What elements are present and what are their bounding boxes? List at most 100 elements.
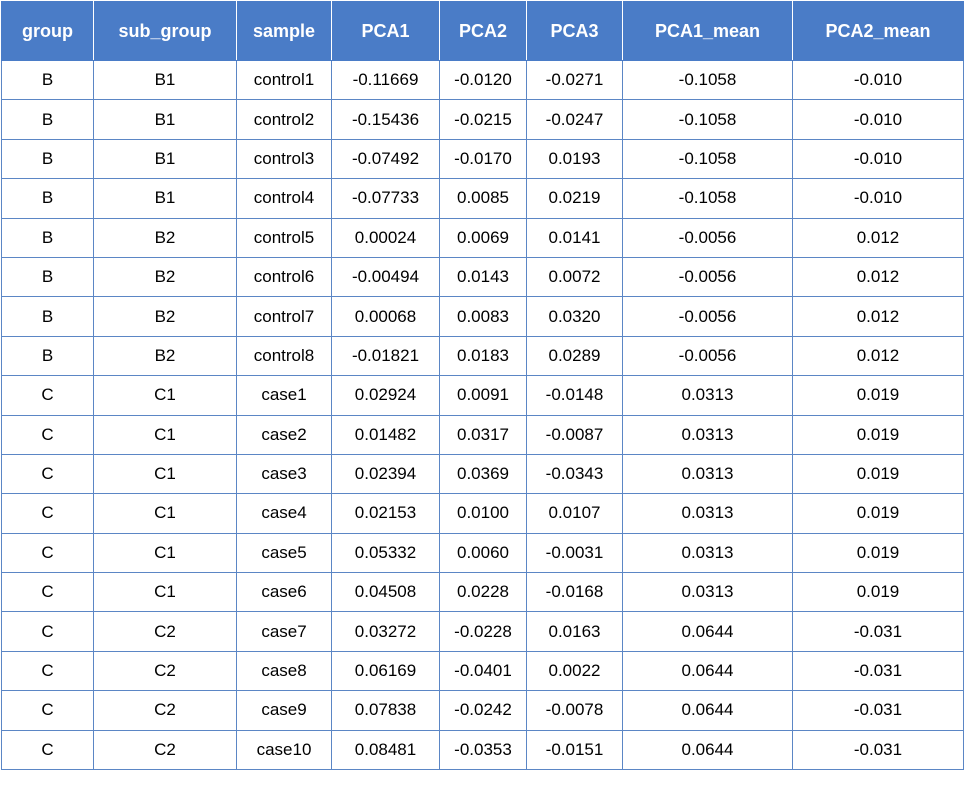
- table-row: C C1 case4 0.02153 0.0100 0.0107 0.0313 0.019: [1, 493, 964, 534]
- cell-group: C: [1, 532, 94, 574]
- table-row: B B2 control5 0.00024 0.0069 0.0141 -0.0056 0.0…: [1, 217, 964, 258]
- cell-pca3: -0.0343: [526, 453, 623, 495]
- cell-sample: control1: [236, 59, 332, 101]
- cell-pca1: 0.08481: [331, 729, 440, 771]
- cell-pca2: -0.0353: [439, 729, 527, 771]
- cell-pca3: -0.0148: [526, 375, 623, 416]
- cell-sample: case7: [236, 611, 332, 652]
- table-row: B B1 control4 -0.07733 0.0085 0.0219 -0.1058 -0…: [1, 178, 964, 219]
- cell-pca2-mean: -0.031: [792, 690, 964, 731]
- cell-pca3: 0.0289: [526, 335, 623, 377]
- cell-sample: case1: [236, 375, 332, 416]
- cell-pca2: 0.0100: [439, 493, 527, 534]
- cell-pca2-mean: -0.010: [792, 59, 964, 101]
- column-header-sample: sample: [236, 1, 332, 61]
- cell-sub-group: C1: [93, 453, 237, 495]
- cell-group: B: [1, 335, 94, 377]
- cell-pca3: 0.0163: [526, 611, 623, 652]
- cell-pca2-mean: 0.019: [792, 375, 964, 416]
- cell-pca2: 0.0085: [439, 178, 527, 219]
- cell-pca1: 0.07838: [331, 690, 440, 731]
- cell-group: C: [1, 650, 94, 692]
- cell-pca1-mean: -0.0056: [622, 256, 793, 298]
- cell-pca1: -0.11669: [331, 59, 440, 101]
- cell-pca2-mean: -0.010: [792, 138, 964, 180]
- cell-pca1: -0.15436: [331, 99, 440, 140]
- cell-sample: case5: [236, 532, 332, 574]
- cell-pca3: -0.0271: [526, 59, 623, 101]
- cell-pca1: 0.01482: [331, 414, 440, 455]
- cell-pca3: 0.0193: [526, 138, 623, 180]
- cell-sub-group: B2: [93, 256, 237, 298]
- cell-sample: case4: [236, 493, 332, 534]
- cell-pca1: -0.01821: [331, 335, 440, 377]
- cell-sample: case8: [236, 650, 332, 692]
- cell-pca2: -0.0170: [439, 138, 527, 180]
- column-header-pca1-mean: PCA1_mean: [622, 1, 793, 61]
- cell-sample: control5: [236, 217, 332, 258]
- cell-sample: case2: [236, 414, 332, 455]
- cell-group: B: [1, 217, 94, 258]
- cell-pca1: 0.05332: [331, 532, 440, 574]
- column-header-pca3: PCA3: [526, 1, 623, 61]
- cell-sub-group: B1: [93, 178, 237, 219]
- cell-pca2: -0.0242: [439, 690, 527, 731]
- cell-sub-group: B2: [93, 335, 237, 377]
- cell-group: C: [1, 729, 94, 771]
- table-row: C C1 case5 0.05332 0.0060 -0.0031 0.0313 0.019: [1, 532, 964, 574]
- cell-pca2-mean: -0.010: [792, 178, 964, 219]
- cell-pca1-mean: 0.0313: [622, 453, 793, 495]
- cell-pca1-mean: -0.1058: [622, 138, 793, 180]
- cell-pca2: -0.0401: [439, 650, 527, 692]
- cell-pca2: 0.0228: [439, 572, 527, 613]
- cell-pca2-mean: -0.010: [792, 99, 964, 140]
- cell-pca1: 0.00068: [331, 296, 440, 337]
- cell-group: B: [1, 59, 94, 101]
- table-row: B B2 control7 0.00068 0.0083 0.0320 -0.0056 0.0…: [1, 296, 964, 337]
- cell-pca1-mean: -0.0056: [622, 296, 793, 337]
- cell-sample: case10: [236, 729, 332, 771]
- table-row: C C2 case7 0.03272 -0.0228 0.0163 0.0644 -0.031: [1, 611, 964, 652]
- cell-pca2-mean: -0.031: [792, 650, 964, 692]
- column-header-pca1: PCA1: [331, 1, 440, 61]
- cell-sub-group: C1: [93, 375, 237, 416]
- cell-pca2-mean: 0.019: [792, 414, 964, 455]
- cell-pca1-mean: -0.1058: [622, 178, 793, 219]
- cell-group: C: [1, 690, 94, 731]
- cell-sample: control6: [236, 256, 332, 298]
- cell-pca1-mean: 0.0644: [622, 611, 793, 652]
- cell-pca1: -0.07733: [331, 178, 440, 219]
- table-body: B B1 control1 -0.11669 -0.0120 -0.0271 -0.1058…: [1, 59, 964, 771]
- cell-pca1: 0.00024: [331, 217, 440, 258]
- cell-sub-group: C2: [93, 690, 237, 731]
- cell-group: B: [1, 256, 94, 298]
- cell-group: C: [1, 414, 94, 455]
- cell-group: C: [1, 611, 94, 652]
- cell-sub-group: C1: [93, 414, 237, 455]
- cell-pca3: -0.0247: [526, 99, 623, 140]
- cell-sample: case9: [236, 690, 332, 731]
- cell-sub-group: C1: [93, 493, 237, 534]
- cell-pca2: 0.0369: [439, 453, 527, 495]
- cell-pca2-mean: -0.031: [792, 611, 964, 652]
- cell-pca2: 0.0083: [439, 296, 527, 337]
- cell-group: B: [1, 138, 94, 180]
- cell-group: B: [1, 296, 94, 337]
- cell-pca1-mean: 0.0313: [622, 414, 793, 455]
- cell-pca2-mean: 0.019: [792, 532, 964, 574]
- cell-pca2: -0.0215: [439, 99, 527, 140]
- cell-pca2-mean: 0.019: [792, 493, 964, 534]
- cell-pca2-mean: 0.019: [792, 572, 964, 613]
- cell-pca2: 0.0317: [439, 414, 527, 455]
- cell-pca1-mean: -0.0056: [622, 217, 793, 258]
- cell-group: C: [1, 375, 94, 416]
- cell-group: C: [1, 572, 94, 613]
- cell-pca1-mean: 0.0313: [622, 572, 793, 613]
- cell-pca1-mean: 0.0313: [622, 532, 793, 574]
- cell-sub-group: B2: [93, 217, 237, 258]
- cell-pca1-mean: 0.0644: [622, 690, 793, 731]
- cell-sub-group: B2: [93, 296, 237, 337]
- cell-pca1-mean: 0.0313: [622, 493, 793, 534]
- cell-pca2-mean: 0.012: [792, 335, 964, 377]
- cell-pca2: 0.0091: [439, 375, 527, 416]
